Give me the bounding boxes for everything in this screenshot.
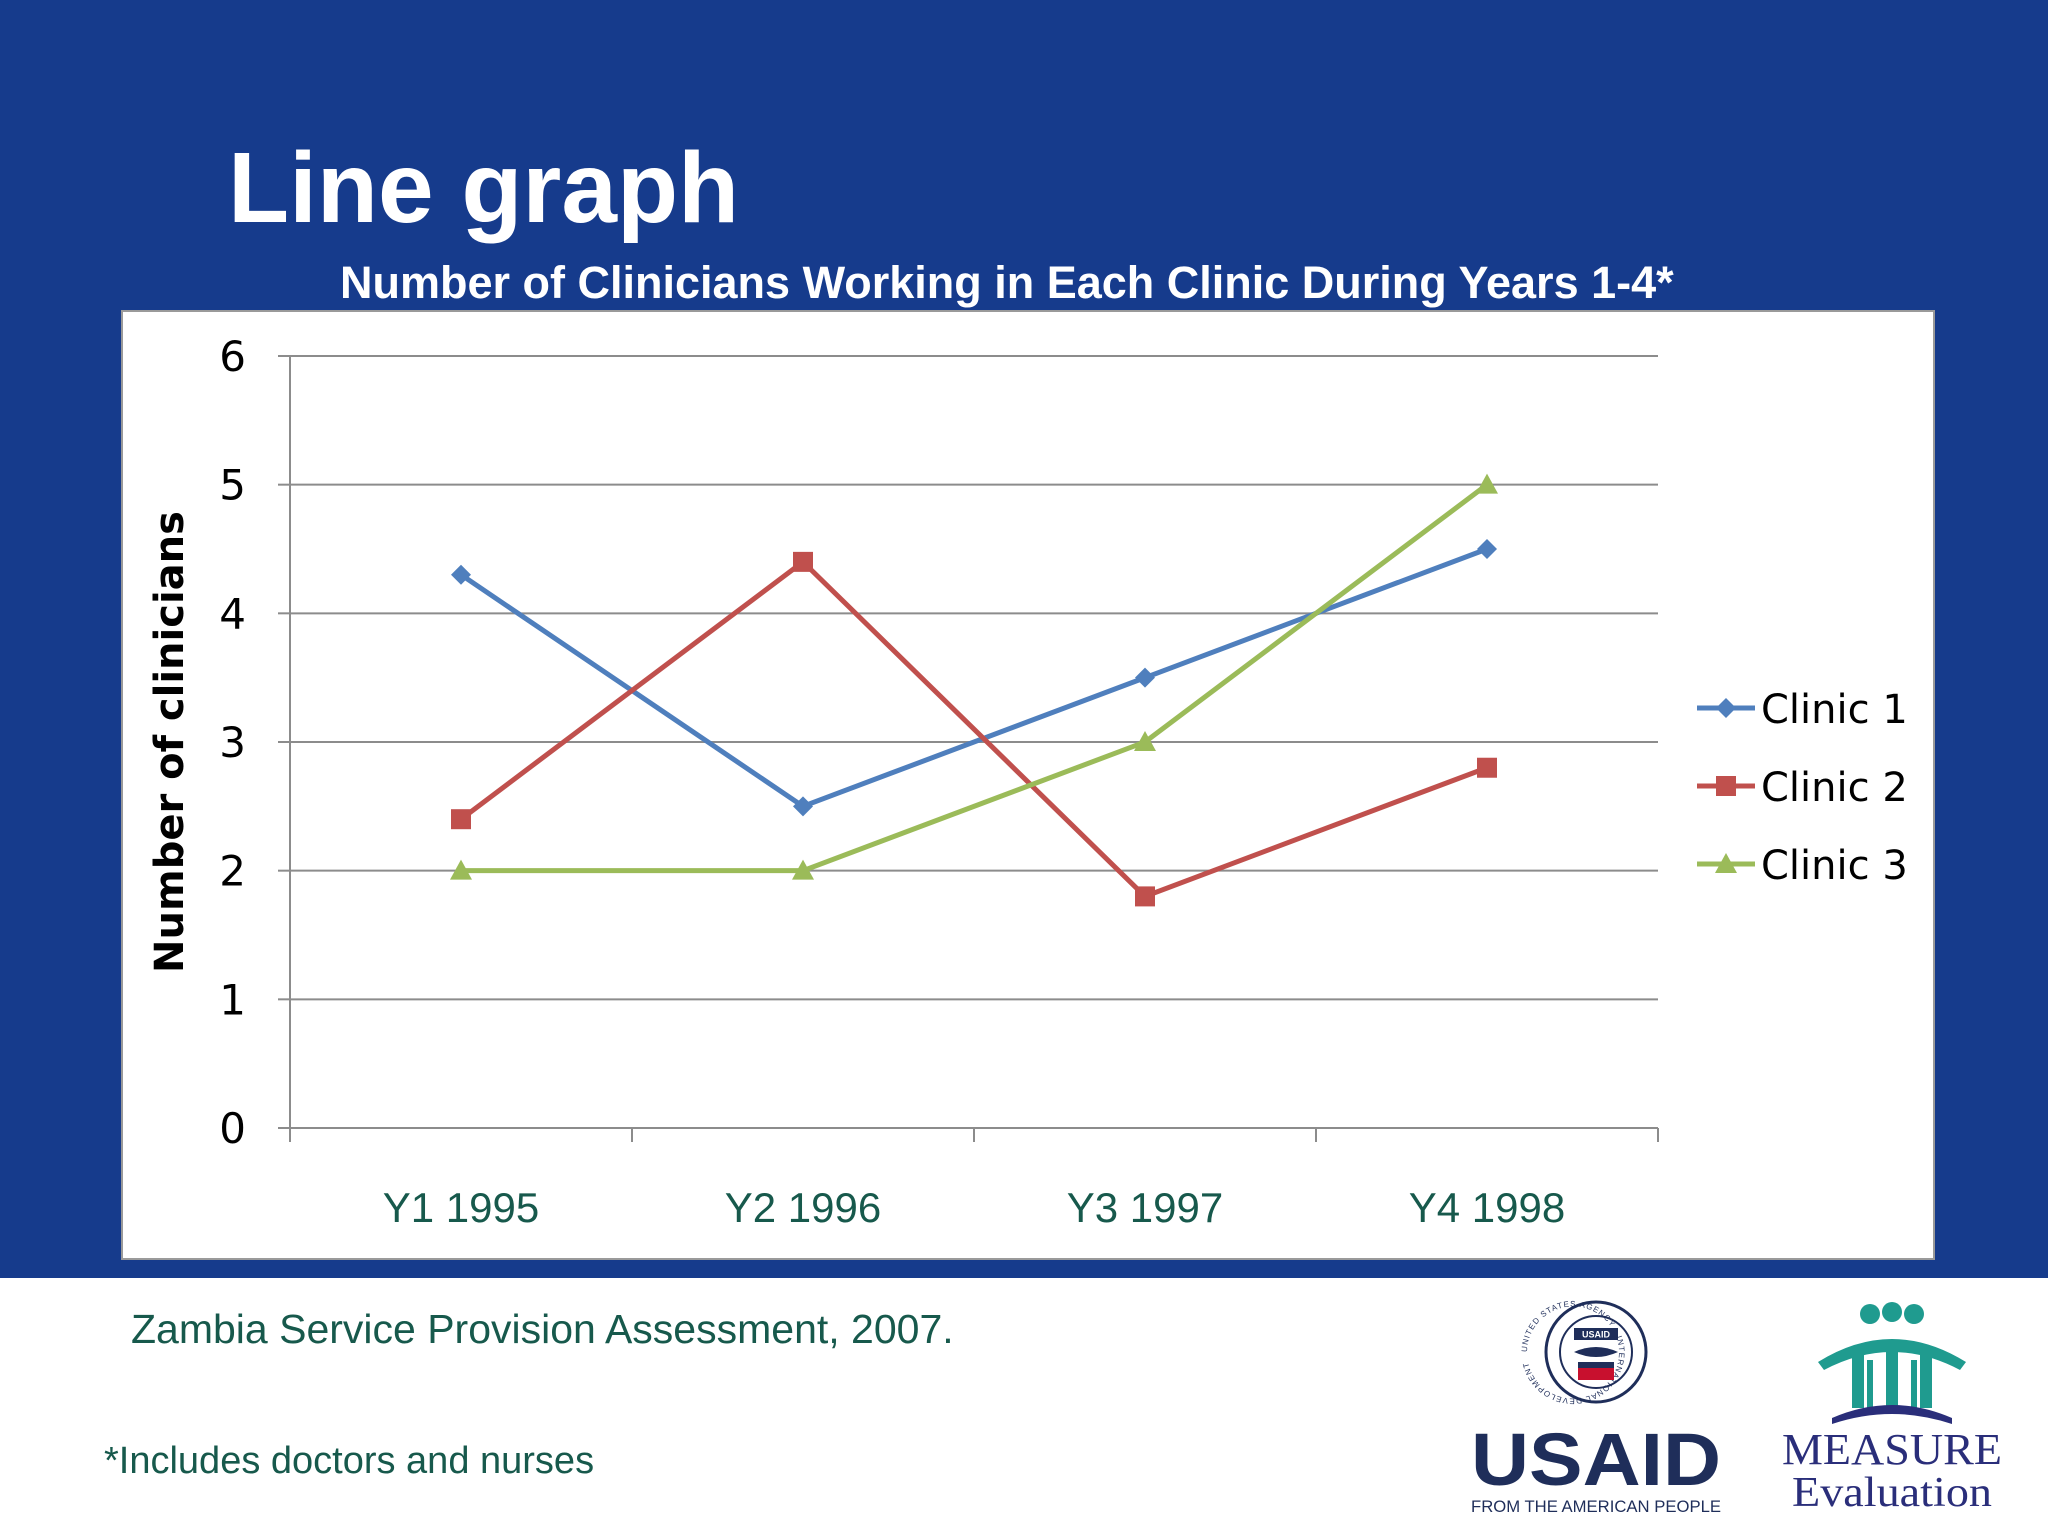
data-point-clinic-3 xyxy=(1476,473,1498,494)
legend-marker xyxy=(1716,698,1736,718)
data-point-clinic-3 xyxy=(450,859,472,880)
legend-marker xyxy=(1715,853,1737,873)
x-tick-label: Y2 1996 xyxy=(725,1184,881,1231)
x-tick-label: Y4 1998 xyxy=(1409,1184,1565,1231)
y-tick-label: 6 xyxy=(219,332,246,381)
data-point-clinic-1 xyxy=(793,796,813,817)
measure-line1: MEASURE xyxy=(1782,1425,2002,1474)
y-tick-label: 5 xyxy=(219,461,246,510)
line-chart: 0 1 2 3 4 5 6 Y1 1995 Y2 1996 Y3 1997 Y4 1998 Numbe… xyxy=(147,332,1908,1231)
slide-title: Line graph xyxy=(228,132,740,244)
source-citation: Zambia Service Provision Assessment, 200… xyxy=(131,1306,954,1352)
series-line-clinic-1 xyxy=(459,546,1488,809)
chart-area: 0 1 2 3 4 5 6 Y1 1995 Y2 1996 Y3 1997 Y4 1998 Numbe… xyxy=(121,310,1935,1260)
data-point-clinic-3 xyxy=(1134,731,1156,751)
legend-label-clinic-1: Clinic 1 xyxy=(1761,687,1908,733)
measure-line2: Evaluation xyxy=(1792,1470,1992,1516)
x-tick-label: Y3 1997 xyxy=(1067,1184,1223,1231)
y-axis-label: Number of clinicians xyxy=(147,511,193,973)
data-point-clinic-1 xyxy=(1477,539,1497,559)
legend-marker xyxy=(1716,776,1736,796)
data-point-clinic-2 xyxy=(1477,757,1497,778)
y-tick-label: 3 xyxy=(219,718,246,767)
usaid-seal-label: USAID xyxy=(1582,1330,1611,1340)
footnote: *Includes doctors and nurses xyxy=(104,1440,595,1482)
series-line-clinic-3 xyxy=(461,482,1489,874)
data-point-clinic-2 xyxy=(793,551,813,572)
legend-label-clinic-2: Clinic 2 xyxy=(1761,765,1908,811)
data-point-clinic-1 xyxy=(451,564,471,585)
y-tick-label: 0 xyxy=(219,1104,246,1153)
chart-title: Number of Clinicians Working in Each Cli… xyxy=(340,257,1674,308)
legend-label-clinic-3: Clinic 3 xyxy=(1761,843,1908,889)
y-tick-label: 4 xyxy=(219,589,246,638)
usaid-wordmark: USAID xyxy=(1471,1418,1721,1501)
measure-evaluation-logo: MEASURE Evaluation xyxy=(1782,1302,2002,1516)
y-tick-label: 2 xyxy=(219,847,246,896)
series-line-clinic-2 xyxy=(459,559,1488,899)
y-tick-label: 1 xyxy=(219,975,246,1024)
data-point-clinic-2 xyxy=(451,809,471,830)
x-tick-label: Y1 1995 xyxy=(383,1184,539,1231)
usaid-tagline: FROM THE AMERICAN PEOPLE xyxy=(1471,1497,1721,1516)
data-point-clinic-3 xyxy=(792,859,814,880)
data-point-clinic-2 xyxy=(1135,886,1155,907)
data-point-clinic-1 xyxy=(1135,667,1155,688)
usaid-logo: UNITED STATES AGENCY · INTERNATIONAL DEV… xyxy=(1471,1300,1721,1516)
